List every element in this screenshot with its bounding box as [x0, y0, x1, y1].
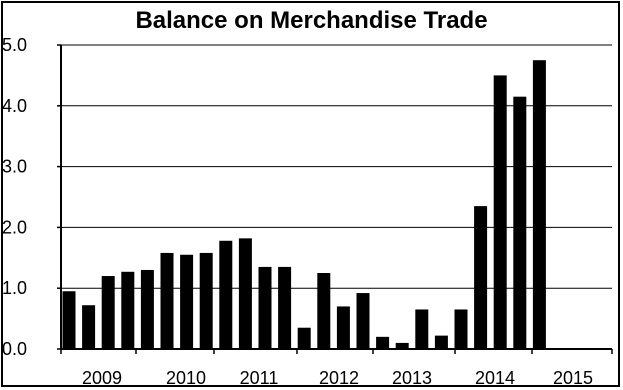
chart-title: Balance on Merchandise Trade — [135, 7, 488, 34]
bar-11 — [258, 266, 272, 349]
x-tick-label-2015: 2015 — [553, 368, 593, 388]
tick-labels: 0.0 1.0 2.0 3.0 4.0 5.0 2009 2010 2011 2012 2013 20… — [2, 35, 593, 388]
bar-2 — [82, 305, 96, 349]
x-tick-label-2011: 2011 — [240, 368, 279, 388]
bar-23 — [493, 75, 507, 350]
bar-12 — [278, 266, 292, 349]
bar-17 — [376, 336, 390, 349]
bar-21 — [454, 309, 468, 349]
bar-22 — [474, 206, 488, 349]
x-tick-label-2013: 2013 — [392, 368, 432, 388]
y-tick-label-0: 0.0 — [2, 339, 27, 359]
bar-16 — [356, 293, 370, 349]
axes — [57, 44, 613, 354]
bar-13 — [297, 327, 311, 349]
y-tick-label-4: 4.0 — [2, 96, 27, 116]
bar-5 — [140, 269, 154, 349]
bar-7 — [180, 254, 194, 349]
bars — [62, 60, 546, 350]
bar-24 — [513, 96, 527, 350]
bar-8 — [199, 252, 213, 349]
x-tick-label-2014: 2014 — [475, 368, 515, 388]
bar-15 — [336, 306, 350, 349]
x-tick-label-2009: 2009 — [82, 368, 122, 388]
bar-25 — [532, 60, 546, 349]
bar-4 — [121, 271, 135, 349]
bar-14 — [317, 273, 331, 349]
bar-9 — [219, 240, 233, 349]
bar-1 — [62, 291, 76, 349]
bar-6 — [160, 252, 174, 349]
y-tick-label-2: 2.0 — [2, 217, 27, 237]
bar-19 — [415, 309, 429, 349]
y-tick-label-1: 1.0 — [2, 278, 27, 298]
bar-3 — [101, 276, 115, 349]
x-tick-label-2012: 2012 — [319, 368, 359, 388]
x-tick-label-2010: 2010 — [166, 368, 206, 388]
y-tick-label-5: 5.0 — [2, 35, 27, 55]
gridlines — [61, 44, 612, 289]
y-tick-label-3: 3.0 — [2, 157, 27, 177]
bar-10 — [238, 238, 252, 349]
bar-20 — [434, 335, 448, 349]
bar-18 — [395, 342, 409, 349]
